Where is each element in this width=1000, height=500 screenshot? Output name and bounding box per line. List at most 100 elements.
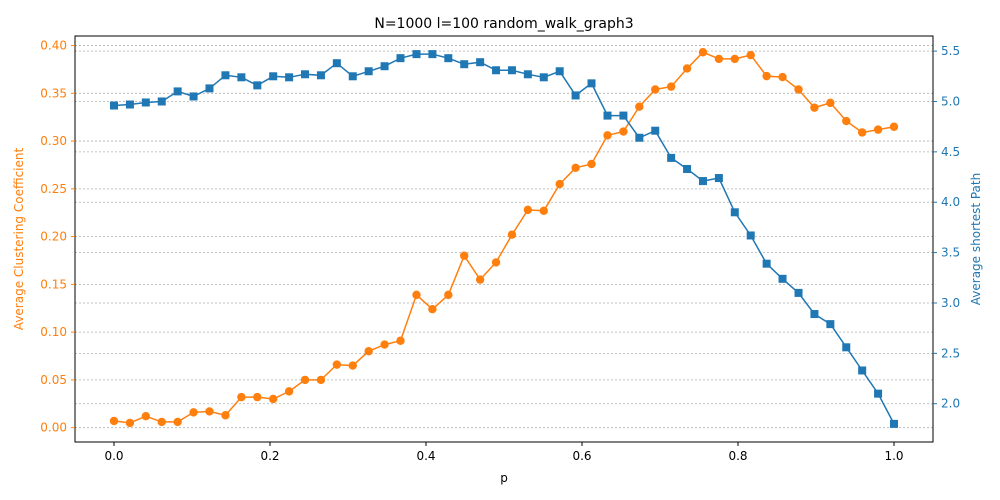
y-right-tick-label: 2.0	[941, 397, 960, 411]
data-point	[157, 417, 166, 427]
data-point	[253, 392, 262, 402]
data-point	[890, 419, 898, 428]
data-point	[173, 87, 182, 96]
data-point	[476, 58, 485, 67]
data-point	[380, 340, 389, 349]
x-tick-label: 1.0	[884, 449, 903, 463]
data-point	[316, 71, 325, 80]
data-point	[332, 59, 341, 68]
series-shortest-path	[110, 50, 898, 428]
data-point	[428, 305, 437, 314]
y-left-tick-label: 0.25	[40, 182, 67, 196]
data-point	[651, 126, 660, 135]
plot-frame	[74, 35, 934, 443]
y-right-tick-label: 5.0	[941, 94, 960, 108]
y-left-tick-label: 0.35	[40, 86, 67, 100]
y-left-tick-label: 0.00	[40, 421, 67, 435]
data-point	[364, 347, 373, 356]
data-point	[301, 70, 310, 79]
y-right-axis-ticks: 2.0 2.5 3.0 3.5 4.0 4.5 5.0 5.5	[933, 44, 960, 411]
data-point	[157, 97, 166, 106]
data-point	[778, 274, 787, 283]
y-right-axis-label: Average shortest Path	[969, 173, 983, 305]
data-point	[523, 70, 532, 79]
y-left-tick-label: 0.15	[40, 277, 67, 291]
data-point	[651, 85, 660, 94]
data-point	[587, 159, 596, 169]
data-point	[857, 128, 867, 137]
data-point	[555, 67, 564, 76]
data-point	[285, 73, 294, 82]
data-point	[698, 48, 708, 57]
data-point	[587, 79, 596, 88]
data-point	[237, 73, 246, 82]
data-point	[794, 85, 803, 94]
y-left-tick-label: 0.30	[40, 134, 67, 148]
data-point	[364, 67, 373, 76]
data-point	[539, 73, 548, 82]
x-tick-label: 0.4	[416, 449, 435, 463]
data-point	[746, 50, 755, 60]
data-point	[316, 375, 326, 385]
data-point	[714, 54, 724, 64]
data-point	[873, 125, 883, 134]
x-tick-label: 0.6	[572, 449, 591, 463]
y-right-tick-label: 5.5	[941, 44, 960, 58]
data-point	[125, 418, 135, 428]
data-point	[269, 72, 278, 81]
data-point	[698, 177, 707, 186]
data-point	[221, 411, 230, 420]
data-point	[189, 408, 198, 417]
data-point	[189, 92, 198, 101]
data-point	[460, 251, 469, 260]
x-tick-label: 0.2	[260, 449, 279, 463]
data-point	[475, 275, 485, 284]
data-point	[635, 102, 644, 111]
y-right-tick-label: 3.0	[941, 296, 960, 310]
data-point	[682, 64, 692, 73]
data-point	[730, 54, 740, 64]
data-point	[826, 320, 835, 329]
data-point	[666, 82, 676, 91]
data-point	[284, 387, 294, 396]
data-point	[746, 231, 755, 240]
data-point	[842, 343, 851, 352]
series-line	[113, 53, 895, 425]
data-point	[492, 66, 501, 75]
data-point	[810, 103, 819, 112]
x-tick-label: 0.8	[728, 449, 747, 463]
y-right-tick-label: 4.5	[941, 145, 960, 159]
data-point	[109, 416, 119, 426]
data-point	[491, 258, 501, 267]
data-point	[571, 163, 580, 173]
y-left-axis-ticks: 0.00 0.05 0.10 0.15 0.20 0.25 0.30 0.35 0.40	[40, 39, 75, 435]
data-point	[396, 336, 405, 345]
data-point	[205, 407, 214, 416]
data-point	[539, 206, 548, 216]
data-point	[507, 230, 517, 239]
data-point	[141, 412, 151, 421]
data-point	[762, 259, 771, 268]
data-point	[555, 179, 564, 189]
data-point	[762, 71, 771, 81]
chart-title: N=1000 l=100 random_walk_graph3	[374, 16, 633, 32]
y-left-tick-label: 0.10	[40, 325, 67, 339]
data-point	[141, 98, 150, 107]
y-right-tick-label: 2.5	[941, 346, 960, 360]
data-point	[444, 54, 453, 63]
y-left-tick-label: 0.05	[40, 373, 67, 387]
data-point	[778, 72, 787, 82]
y-right-tick-label: 4.0	[941, 195, 960, 209]
data-point	[619, 127, 628, 136]
data-point	[667, 153, 676, 162]
data-point	[842, 116, 851, 126]
x-axis-label: p	[500, 471, 508, 485]
data-point	[412, 290, 421, 300]
x-tick-label: 0.0	[104, 449, 123, 463]
data-point	[205, 84, 214, 93]
data-point	[300, 375, 310, 385]
data-point	[412, 50, 421, 59]
data-point	[221, 71, 230, 80]
data-point	[396, 54, 405, 63]
data-point	[380, 62, 389, 71]
